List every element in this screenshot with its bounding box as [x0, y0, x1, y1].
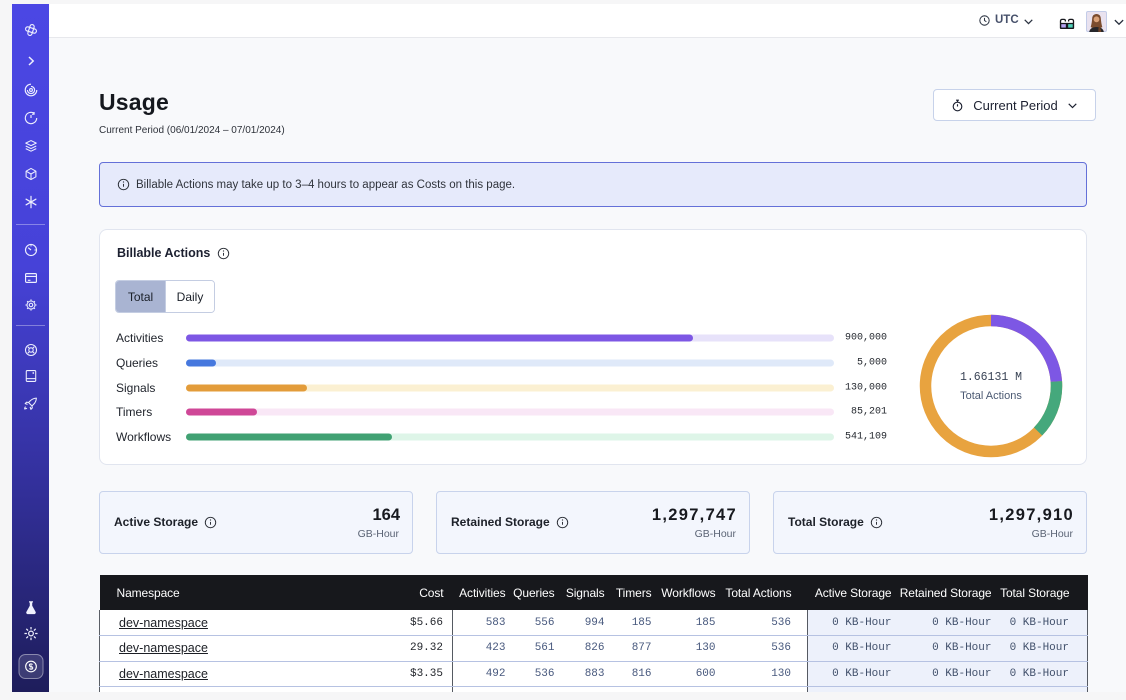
svg-text:1.66131 M: 1.66131 M	[960, 371, 1022, 384]
svg-text:Total Actions: Total Actions	[960, 390, 1022, 402]
